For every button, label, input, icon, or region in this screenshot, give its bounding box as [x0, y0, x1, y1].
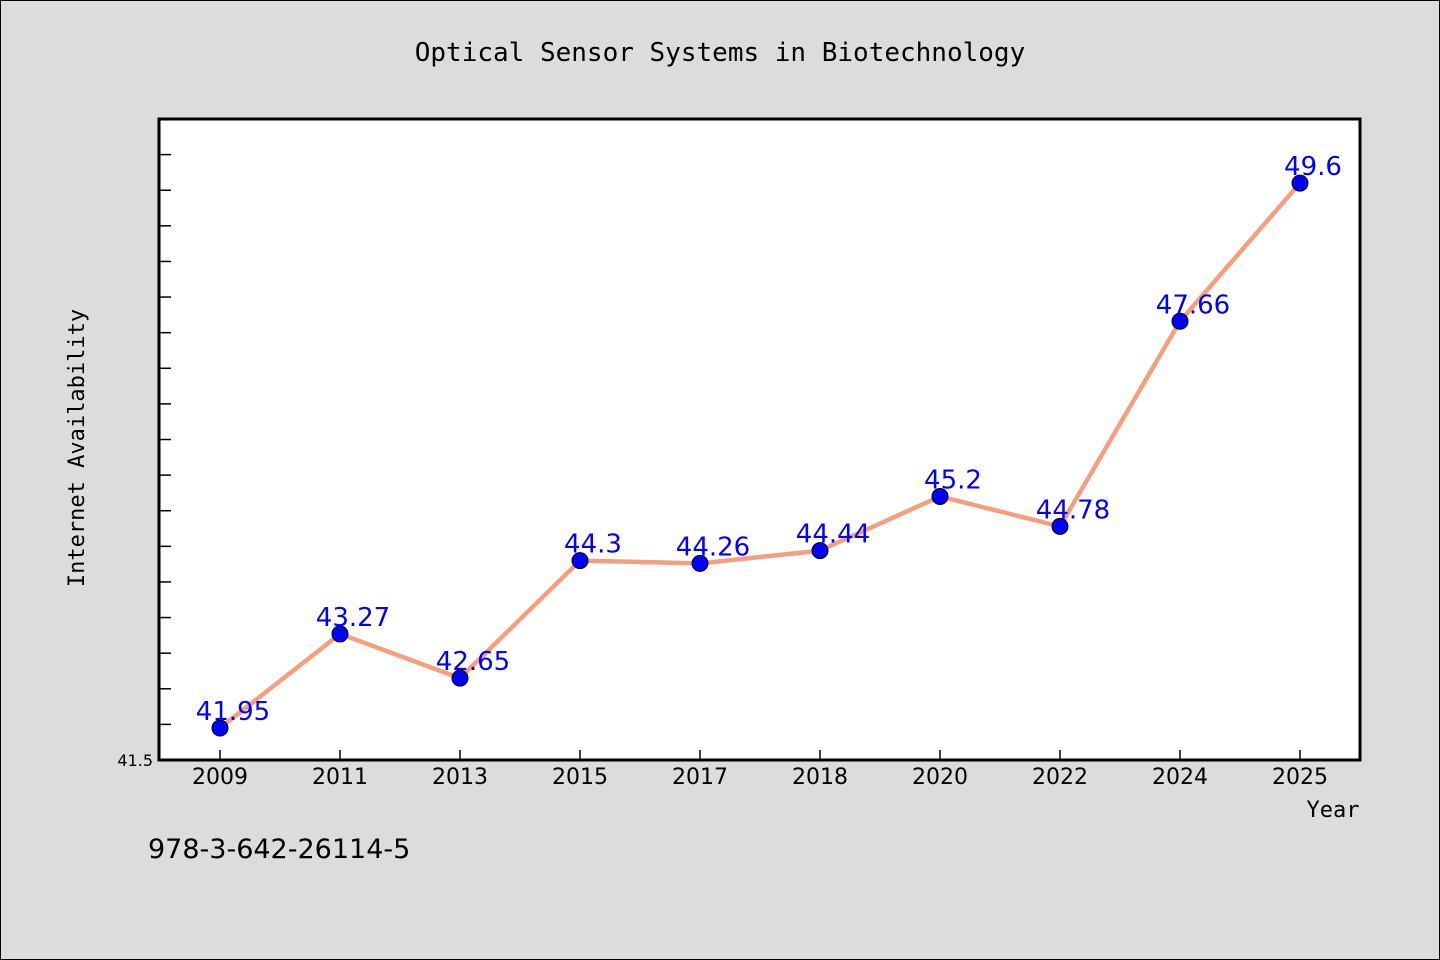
footnote-isbn: 978-3-642-26114-5 — [148, 834, 411, 865]
plot-area — [157, 117, 1362, 762]
data-label: 42.65 — [436, 647, 510, 677]
data-label: 47.66 — [1156, 290, 1230, 320]
y-axis-label: Internet Availability — [65, 309, 90, 587]
x-tick-label: 2015 — [552, 765, 608, 790]
data-point — [1171, 312, 1189, 330]
data-point — [811, 542, 829, 560]
x-tick-label: 2022 — [1032, 765, 1088, 790]
data-label: 49.6 — [1284, 152, 1342, 182]
y-tick-label: 41.5 — [117, 751, 153, 770]
data-label: 45.2 — [924, 465, 982, 495]
x-tick-label: 2009 — [192, 765, 248, 790]
data-point — [1291, 174, 1309, 192]
series-line-group — [218, 181, 1302, 730]
x-tick-label: 2025 — [1272, 765, 1328, 790]
x-tick-label: 2024 — [1152, 765, 1208, 790]
x-tick-label: 2013 — [432, 765, 488, 790]
chart-title: Optical Sensor Systems in Biotechnology — [415, 38, 1025, 68]
data-point — [211, 719, 229, 737]
x-tick-label: 2011 — [312, 765, 368, 790]
series-line — [218, 181, 1302, 730]
data-label: 43.27 — [316, 603, 390, 633]
data-point — [691, 554, 709, 572]
x-tick-label: 2020 — [912, 765, 968, 790]
data-markers — [211, 174, 1309, 737]
data-point — [451, 669, 469, 687]
data-point — [931, 487, 949, 505]
data-label: 44.78 — [1036, 495, 1110, 525]
x-axis-label: Year — [1307, 798, 1360, 823]
y-axis-ticks: 41.5 — [117, 118, 171, 770]
data-label: 41.95 — [196, 697, 270, 727]
x-tick-label: 2018 — [792, 765, 848, 790]
data-label: 44.44 — [796, 520, 870, 550]
data-point — [571, 552, 589, 570]
x-tick-label: 2017 — [672, 765, 728, 790]
data-label: 44.26 — [676, 532, 750, 562]
x-axis-ticks: 2009 2011 2013 2015 2017 2018 2020 2022 2024 2025 — [192, 750, 1328, 790]
data-label: 44.3 — [564, 530, 622, 560]
data-point — [1051, 517, 1069, 535]
data-labels: 41.95 43.27 42.65 44.3 44.26 44.44 45.2 44.78 47… — [196, 152, 1342, 727]
data-point — [331, 625, 349, 643]
